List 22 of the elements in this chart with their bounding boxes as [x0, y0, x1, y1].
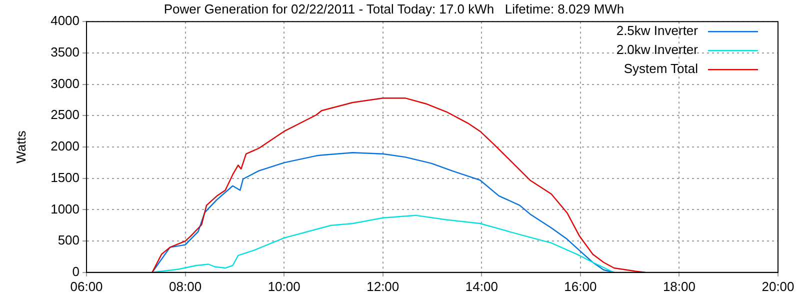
y-tick-label: 3000	[50, 76, 80, 91]
x-tick-label: 12:00	[366, 278, 400, 294]
x-tick-label: 18:00	[662, 278, 696, 294]
legend-label: 2.0kw Inverter	[616, 42, 699, 58]
y-tick-label: 1500	[50, 170, 80, 185]
y-tick-label: 4000	[50, 13, 80, 28]
x-tick-label: 20:00	[762, 278, 794, 294]
chart-title: Power Generation for 02/22/2011 - Total Today: 17.0 kWh Lifetime: 8.029 MWh	[164, 1, 624, 16]
x-tick-label: 14:00	[465, 278, 498, 294]
y-tick-label: 0	[72, 264, 80, 279]
y-axis-title: Watts	[13, 130, 28, 164]
legend-label: System Total	[624, 61, 698, 76]
y-tick-label: 3500	[50, 44, 80, 60]
y-tick-label: 500	[58, 232, 80, 248]
x-tick-label: 10:00	[268, 278, 300, 294]
y-tick-label: 2500	[50, 107, 80, 122]
x-tick-label: 16:00	[564, 278, 597, 294]
x-tick-label: 08:00	[169, 278, 202, 294]
legend-label: 2.5kw Inverter	[616, 23, 699, 38]
y-tick-label: 1000	[50, 201, 80, 216]
y-tick-label: 2000	[50, 138, 80, 154]
x-tick-label: 06:00	[70, 278, 103, 294]
